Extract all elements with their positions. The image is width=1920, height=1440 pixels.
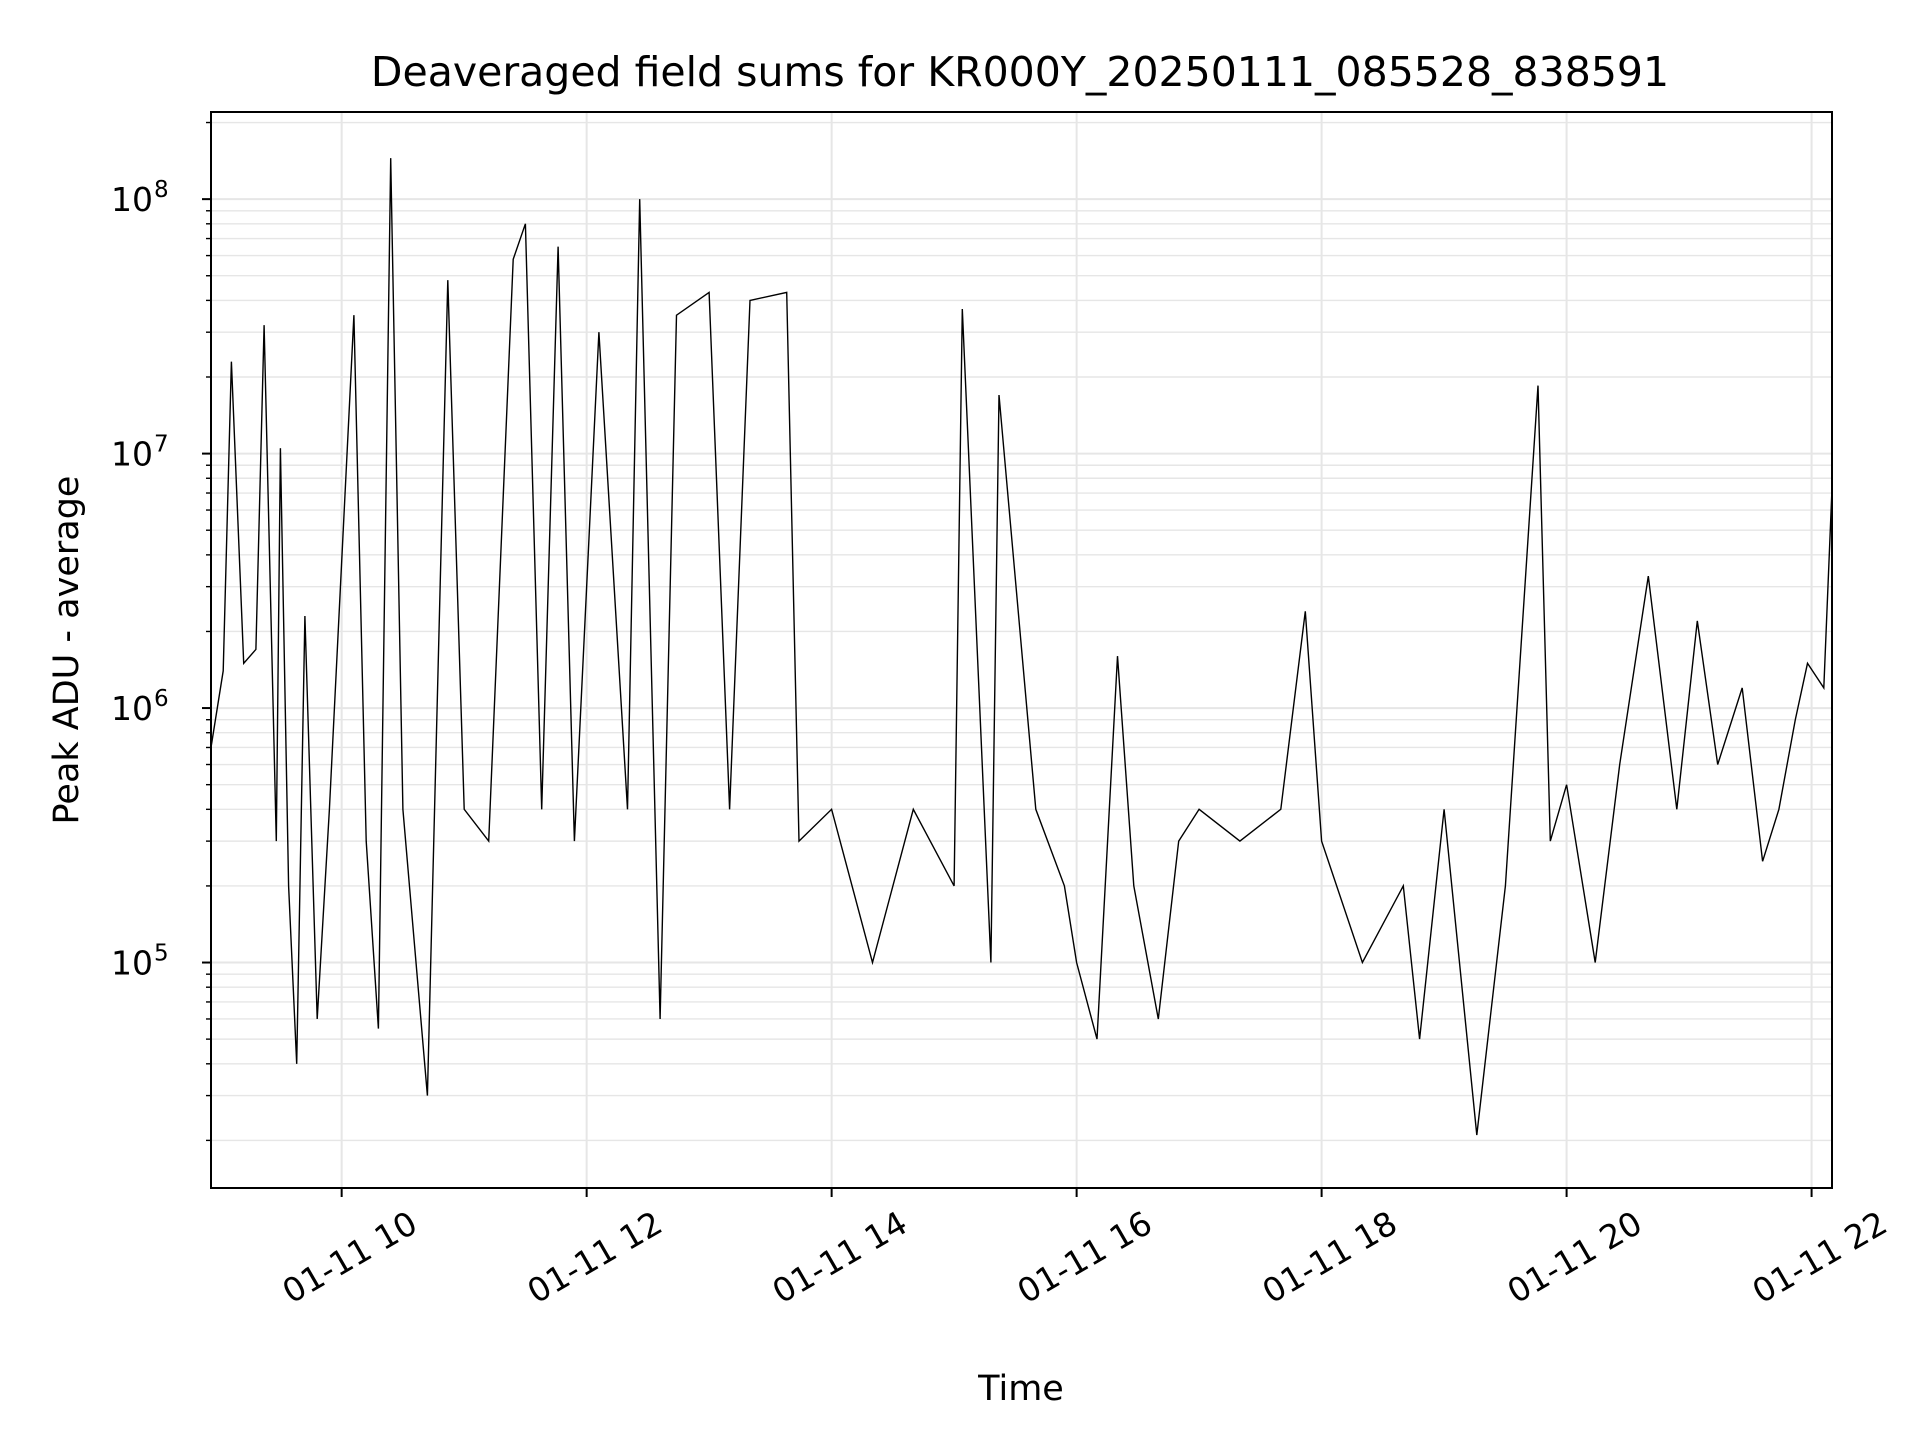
series-line xyxy=(211,158,1832,1136)
y-tick-label: 10 xyxy=(111,435,153,474)
y-tick-exponent: 6 xyxy=(154,686,169,712)
y-tick-exponent: 8 xyxy=(154,177,169,203)
y-tick-exponent: 7 xyxy=(154,432,169,458)
grid xyxy=(211,112,1832,1188)
y-tick-label: 10 xyxy=(111,689,153,728)
x-axis-label: Time xyxy=(977,1369,1064,1409)
y-axis-label: Peak ADU - average xyxy=(47,476,87,825)
plot-frame xyxy=(210,111,1833,1189)
y-tick-exponent: 5 xyxy=(154,941,169,967)
y-tick-label: 10 xyxy=(111,180,153,219)
chart-title: Deaveraged field sums for KR000Y_2025011… xyxy=(371,48,1669,96)
y-tick-label: 10 xyxy=(111,944,153,983)
plot-area xyxy=(211,158,1832,1136)
